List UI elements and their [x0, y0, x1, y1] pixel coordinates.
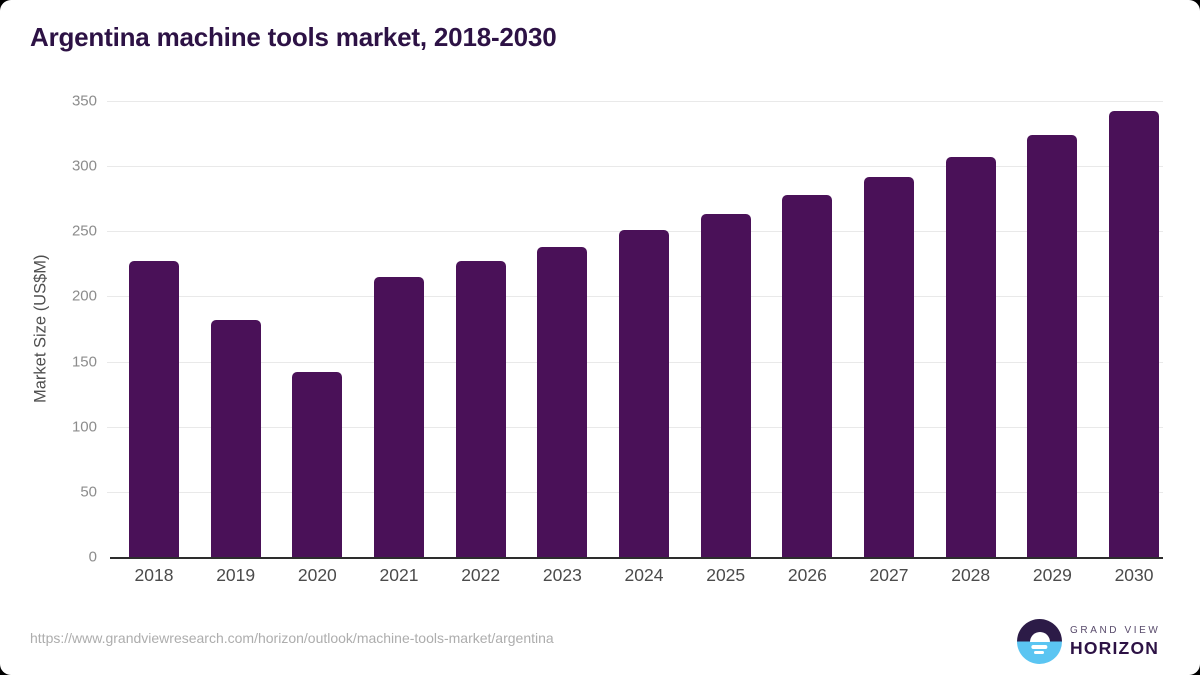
x-tick-label-2020: 2020: [297, 565, 337, 585]
logo-text: GRAND VIEW HORIZON: [1070, 625, 1160, 659]
bar-2029: [1027, 134, 1078, 557]
logo-brand-top: GRAND VIEW: [1070, 624, 1161, 636]
logo-brand-bottom: HORIZON: [1070, 637, 1160, 658]
x-tick-label-2022: 2022: [461, 565, 501, 585]
horizon-line-icon: [1033, 651, 1044, 654]
bar-2019: [210, 319, 261, 557]
y-tick-label-200: 200: [71, 287, 97, 305]
x-tick-label-2029: 2029: [1032, 565, 1072, 585]
x-tick-label-2018: 2018: [134, 565, 174, 585]
x-tick-label-2025: 2025: [706, 565, 746, 585]
bar-2021: [374, 276, 424, 557]
sun-icon: [1029, 631, 1050, 642]
y-tick-label-300: 300: [71, 157, 97, 175]
bar-2025: [700, 214, 751, 557]
y-tick-label-100: 100: [71, 418, 97, 436]
x-tick-label-2019: 2019: [216, 565, 256, 585]
bar-2023: [537, 246, 588, 557]
x-axis-ticks: 2018 2019 2020 2021 2022 2023 2024 2025 2026 2027…: [110, 565, 1163, 591]
y-tick-label-150: 150: [71, 353, 97, 371]
x-tick-label-2023: 2023: [542, 565, 582, 585]
y-tick-label-350: 350: [71, 92, 97, 110]
y-axis-ticks: 0 50 100 150 200 250 300 350: [0, 93, 97, 566]
bar-2020: [292, 372, 343, 557]
y-tick-label-0: 0: [88, 548, 97, 566]
x-tick-label-2030: 2030: [1114, 565, 1154, 585]
grandview-horizon-logo: GRAND VIEW HORIZON: [1017, 619, 1160, 664]
gridline-300: [107, 166, 1163, 168]
bar-2022: [455, 261, 506, 557]
x-tick-label-2027: 2027: [869, 565, 909, 585]
x-tick-label-2028: 2028: [951, 565, 991, 585]
bar-2028: [945, 157, 996, 557]
bar-2026: [782, 194, 833, 557]
bar-2024: [619, 229, 670, 557]
x-tick-label-2024: 2024: [624, 565, 664, 585]
gridline-350: [107, 101, 1163, 102]
bar-2030: [1109, 111, 1160, 557]
source-url: https://www.grandviewresearch.com/horizo…: [30, 630, 554, 646]
x-tick-label-2021: 2021: [379, 565, 419, 585]
chart-title: Argentina machine tools market, 2018-203…: [30, 22, 557, 52]
plot-area: [107, 101, 1163, 559]
bar-2027: [864, 176, 915, 557]
bar-2018: [129, 261, 179, 557]
y-tick-label-50: 50: [80, 483, 97, 501]
horizon-logo-icon: [1017, 619, 1062, 664]
x-tick-label-2026: 2026: [787, 565, 827, 585]
y-tick-label-250: 250: [71, 222, 97, 240]
horizon-line-icon: [1030, 645, 1047, 649]
